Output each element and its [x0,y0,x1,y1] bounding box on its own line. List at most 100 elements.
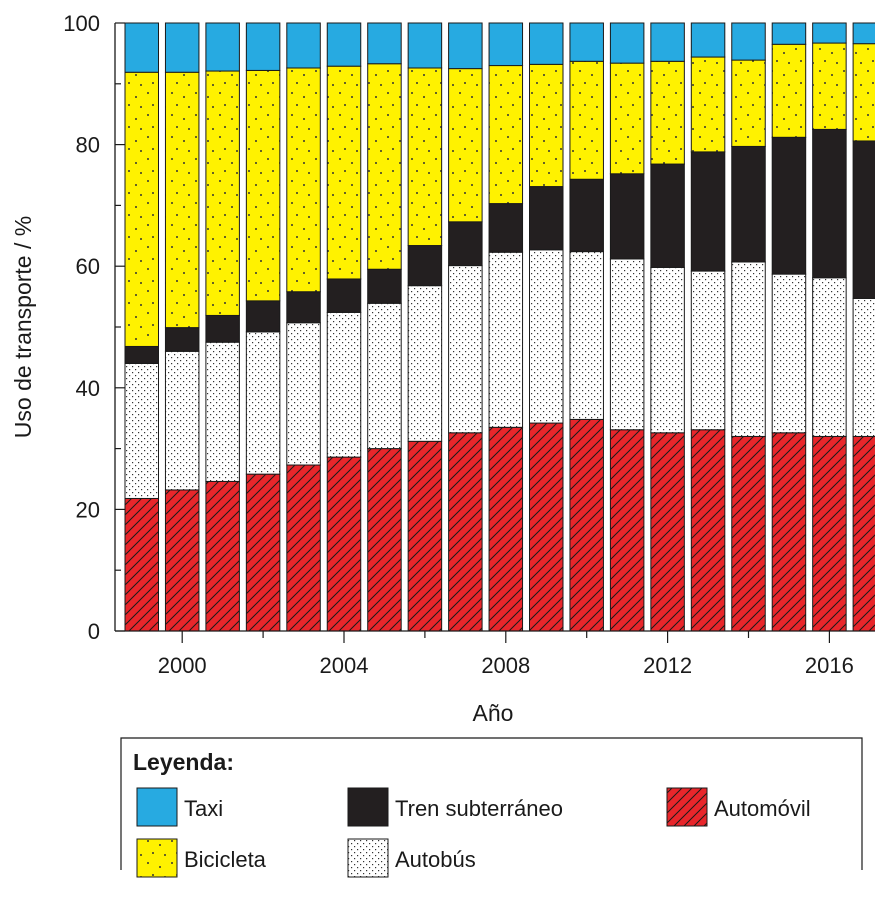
bar-tren-subterraneo-2015 [772,137,806,275]
bar-tren-subterraneo-2001 [205,315,240,343]
bar-outline-taxi-2000 [164,22,200,73]
bar-outline-taxi-2002 [245,22,281,71]
bar-outline-taxi-1999 [124,22,159,73]
legend-swatch-pattern-bicicleta [137,839,177,877]
bar-pattern-automovil-2014 [731,436,766,631]
bar-stack-2002 [245,22,281,632]
bar-pattern-autobus-2009 [529,249,563,424]
bar-pattern-bicicleta-2012 [650,61,685,165]
bar-taxi-1999 [125,23,159,73]
bar-tren-subterraneo-2000 [165,327,199,352]
bar-pattern-bicicleta-2008 [489,65,523,204]
bar-pattern-autobus-2007 [448,265,483,433]
legend-swatch-outline-tren-subterraneo [347,787,389,827]
bar-pattern-automovil-2003 [286,465,321,631]
x-tick-label-2016: 2016 [805,653,854,678]
bar-pattern-bicicleta-2000 [165,72,199,328]
legend-item-taxi: Taxi [136,787,223,827]
bar-pattern-autobus-2011 [610,258,644,430]
bar-stack-2005 [367,22,402,632]
bar-tren-subterraneo-2014 [731,146,766,262]
bar-stack-2011 [609,22,645,632]
bar-pattern-autobus-2016 [812,277,847,437]
bar-pattern-bicicleta-2010 [569,61,604,180]
bar-outline-taxi-2010 [569,22,604,62]
bar-stack-2016 [812,22,847,632]
y-tick-label-60: 60 [76,254,100,279]
y-tick-label-20: 20 [76,497,100,522]
legend-item-tren-subterraneo: Tren subterráneo [347,787,563,827]
bar-taxi-2012 [650,23,685,62]
bar-taxi-2003 [286,23,321,68]
legend-swatch-outline-autobus [347,838,389,878]
bar-stack-2013 [690,22,726,632]
bar-stack-2009 [529,22,564,632]
bar-outline-taxi-2005 [367,22,402,65]
bar-stack-2012 [650,22,685,632]
bar-outline-taxi-2006 [407,22,443,69]
legend-label-bicicleta: Bicicleta [184,847,267,872]
bar-pattern-autobus-2014 [731,261,766,437]
legend-swatch-outline-bicicleta [136,838,178,878]
x-ticks: 2000 2004 2008 2012 2016 [158,631,854,678]
bar-pattern-autobus-2005 [367,303,402,449]
bar-pattern-automovil-2015 [772,432,806,631]
bar-tren-subterraneo-2010 [569,179,604,252]
x-tick-label-2000: 2000 [158,653,207,678]
bar-outline-taxi-2004 [326,22,362,67]
bar-taxi-2017 [853,23,875,44]
bar-pattern-bicicleta-2007 [448,68,483,222]
bar-outline-taxi-2013 [690,22,726,58]
bar-outline-taxi-2017 [852,22,875,45]
bar-pattern-autobus-2006 [408,285,442,442]
bar-pattern-automovil-2016 [812,436,847,631]
x-axis-title: Año [473,700,514,726]
bar-pattern-autobus-2013 [691,271,725,430]
bar-taxi-2001 [205,23,240,72]
legend-swatch-outline-taxi [136,787,178,827]
bar-tren-subterraneo-2007 [448,221,483,266]
bar-tren-subterraneo-2004 [327,278,361,313]
bar-pattern-automovil-2011 [610,429,644,631]
bar-outline-taxi-2011 [609,22,645,64]
bar-pattern-bicicleta-1999 [125,72,159,347]
bar-pattern-bicicleta-2014 [731,60,766,147]
bar-tren-subterraneo-2012 [650,164,685,268]
bar-taxi-2002 [246,23,280,71]
bar-stack-1999 [124,22,159,632]
bar-taxi-2011 [610,23,644,64]
legend-item-autobus: Autobús [347,838,476,878]
bar-taxi-2000 [165,23,199,73]
bar-taxi-2007 [448,23,483,69]
bar-tren-subterraneo-2011 [610,173,644,259]
bar-tren-subterraneo-2013 [691,151,725,272]
bar-pattern-automovil-2008 [489,427,523,631]
bar-pattern-automovil-2010 [569,419,604,631]
bar-tren-subterraneo-2016 [812,129,847,278]
bar-tren-subterraneo-2009 [529,186,563,250]
legend-item-bicicleta: Bicicleta [136,838,267,878]
legend-swatch-taxi [137,788,177,826]
bar-pattern-autobus-2017 [853,298,875,437]
bar-tren-subterraneo-1999 [125,346,159,364]
bar-outline-taxi-2003 [286,22,321,69]
bar-outline-taxi-2015 [771,22,807,45]
legend-swatch-pattern-autobus [348,839,388,877]
bar-pattern-bicicleta-2002 [246,70,280,301]
bar-stack-2017 [852,22,875,632]
legend-items: Taxi Tren subterráneo Automóvil Bicicleta Au… [136,787,811,878]
bar-pattern-autobus-2004 [327,312,361,458]
x-tick-label-2008: 2008 [481,653,530,678]
bar-pattern-autobus-2002 [246,331,280,475]
bar-stack-2003 [286,22,321,632]
bar-pattern-bicicleta-2017 [853,43,875,141]
bar-tren-subterraneo-2003 [286,291,321,323]
bar-pattern-automovil-1999 [125,498,159,631]
bar-taxi-2010 [569,23,604,62]
bar-pattern-bicicleta-2006 [408,67,442,246]
bar-pattern-autobus-2010 [569,251,604,420]
legend-label-taxi: Taxi [184,796,223,821]
legend-label-autobus: Autobús [395,847,476,872]
bar-pattern-automovil-2012 [650,432,685,631]
